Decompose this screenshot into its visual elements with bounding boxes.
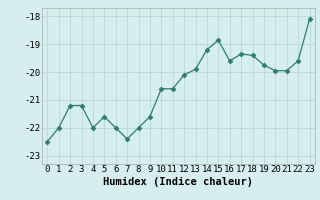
X-axis label: Humidex (Indice chaleur): Humidex (Indice chaleur)	[103, 177, 253, 187]
